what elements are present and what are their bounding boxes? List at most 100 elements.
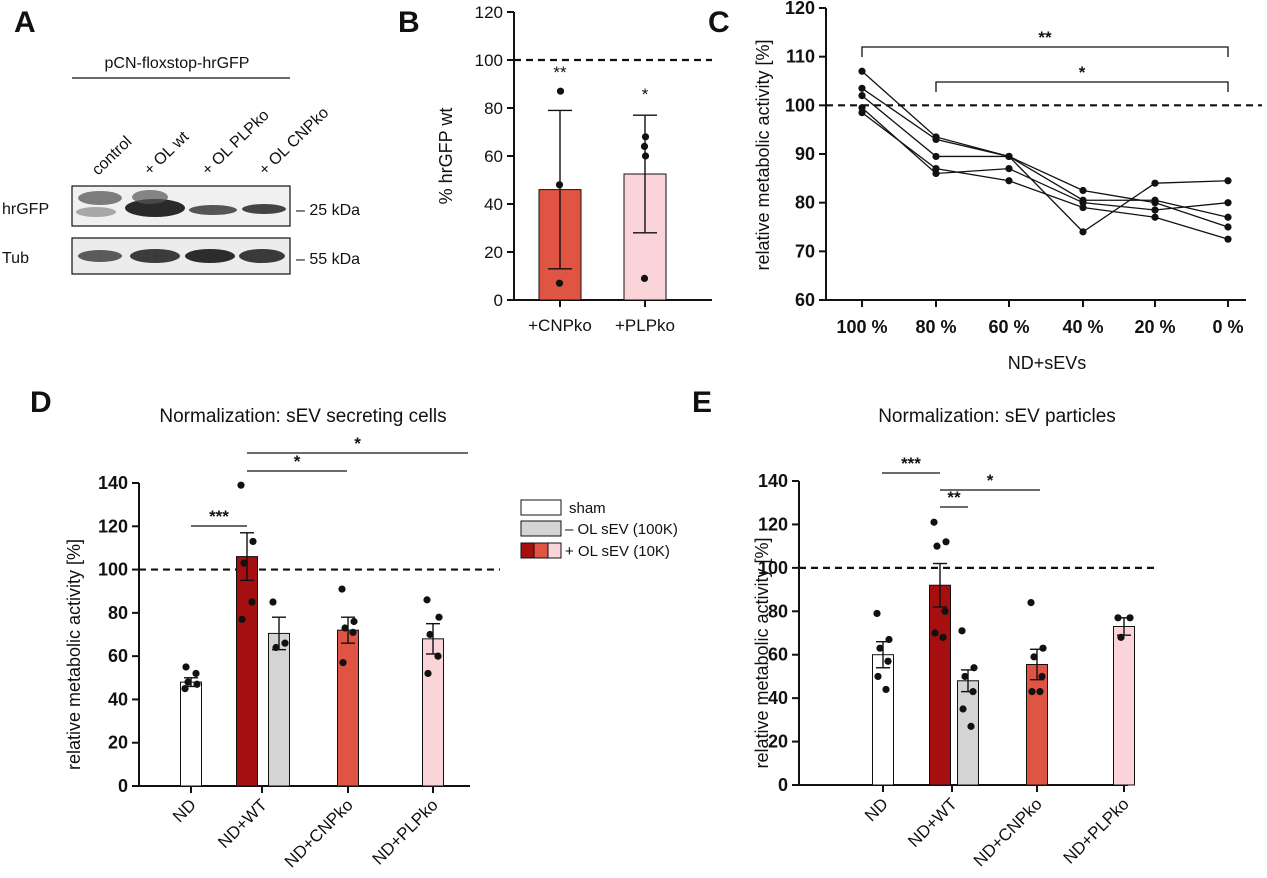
band-tub-ol-plpko: [185, 249, 235, 263]
data-point: [1151, 206, 1158, 213]
data-point: [248, 598, 255, 605]
y-tick-label: 0: [118, 776, 128, 796]
data-point: [1151, 199, 1158, 206]
data-point: [557, 88, 564, 95]
data-point: [642, 152, 649, 159]
data-point: [1027, 599, 1034, 606]
data-point: [423, 596, 430, 603]
chart-title: Normalization: sEV secreting cells: [159, 406, 446, 427]
x-tick-label: ND+WT: [214, 795, 271, 852]
bar: [1114, 626, 1135, 785]
y-tick-label: 110: [786, 47, 815, 67]
chart-c: 60708090100110120100 % 80 % 60 % 40 % 20 % 0 …: [753, 0, 1262, 373]
data-point: [181, 685, 188, 692]
data-point: [1224, 199, 1231, 206]
data-point: [269, 598, 276, 605]
y-tick-label: 80: [484, 99, 503, 118]
data-point: [882, 686, 889, 693]
x-tick-label: ND+CNPko: [970, 794, 1046, 870]
data-point: [641, 275, 648, 282]
bar: [237, 557, 258, 786]
data-point: [1005, 177, 1012, 184]
data-point: [1039, 645, 1046, 652]
x-tick-label: ND+PLPko: [369, 795, 442, 868]
data-point: [240, 559, 247, 566]
band-tub-control: [78, 250, 122, 262]
data-point: [930, 519, 937, 526]
data-point: [434, 653, 441, 660]
significance-bracket: [936, 82, 1228, 92]
data-point: [642, 133, 649, 140]
significance-label: ***: [209, 507, 229, 526]
lane-label-ol-wt: + OL wt: [141, 128, 193, 179]
band-hrgfp-ol-wt-smear: [132, 190, 168, 204]
x-tick-label: +PLPko: [615, 316, 675, 335]
y-tick-label: 120: [785, 0, 815, 18]
significance-label: **: [1038, 28, 1052, 47]
x-tick-label: ND+CNPko: [281, 795, 357, 871]
significance-label: **: [553, 63, 567, 82]
x-tick-label: 100 %: [836, 317, 887, 337]
x-tick-label: +CNPko: [528, 316, 592, 335]
data-point: [967, 723, 974, 730]
bar: [958, 681, 979, 785]
band-hrgfp-control: [76, 207, 116, 217]
lane-label-control: control: [89, 133, 135, 179]
data-point: [435, 614, 442, 621]
blot-header: pCN-floxstop-hrGFP: [105, 55, 250, 72]
y-axis-label: relative metabolic activity [%]: [64, 539, 84, 770]
y-tick-label: 60: [108, 646, 128, 666]
panel-label-b: B: [398, 6, 420, 39]
significance-label: **: [947, 488, 961, 507]
blot-row-hrgfp: hrGFP: [2, 201, 49, 218]
data-point: [350, 618, 357, 625]
data-point: [1079, 204, 1086, 211]
band-hrgfp-control-top: [78, 191, 122, 205]
significance-bracket: [862, 47, 1228, 57]
legend-swatch-sham: [521, 500, 561, 515]
data-point: [339, 659, 346, 666]
y-tick-label: 40: [108, 689, 128, 709]
x-tick-label: ND+WT: [904, 794, 961, 851]
legend-swatch-10k-cnp: [534, 543, 548, 558]
data-point: [1224, 236, 1231, 243]
bar: [930, 585, 951, 785]
panel-label-a: A: [14, 6, 36, 39]
data-point: [182, 663, 189, 670]
data-point: [858, 68, 865, 75]
series-line: [862, 88, 1228, 217]
data-point: [958, 627, 965, 634]
data-point: [341, 624, 348, 631]
y-axis-label: relative metabolic activity [%]: [752, 537, 772, 768]
y-tick-label: 100: [785, 95, 815, 115]
bar: [338, 630, 359, 786]
band-tub-ol-wt: [130, 249, 180, 263]
data-point: [1079, 187, 1086, 194]
data-point: [249, 538, 256, 545]
data-point: [1038, 673, 1045, 680]
y-tick-label: 70: [795, 241, 815, 261]
y-tick-label: 80: [795, 193, 815, 213]
data-point: [970, 664, 977, 671]
data-point: [858, 85, 865, 92]
y-tick-label: 140: [758, 471, 788, 491]
series-line: [862, 113, 1228, 240]
data-point: [272, 644, 279, 651]
bar: [269, 633, 290, 786]
legend-swatch-10k-wt: [521, 543, 534, 558]
legend-label-sham: sham: [569, 500, 606, 517]
data-point: [1224, 214, 1231, 221]
data-point: [932, 153, 939, 160]
y-tick-label: 60: [484, 147, 503, 166]
panel-label-d: D: [30, 386, 52, 419]
data-point: [873, 610, 880, 617]
y-tick-label: 100: [98, 560, 128, 580]
significance-label: ***: [901, 454, 921, 473]
data-point: [858, 92, 865, 99]
x-tick-label: ND: [861, 794, 892, 825]
data-point: [932, 165, 939, 172]
series-line: [862, 96, 1228, 227]
legend-swatch-10k-plp: [548, 543, 561, 558]
bar: [1027, 664, 1048, 785]
marker-55kda: – 55 kDa: [296, 251, 360, 268]
